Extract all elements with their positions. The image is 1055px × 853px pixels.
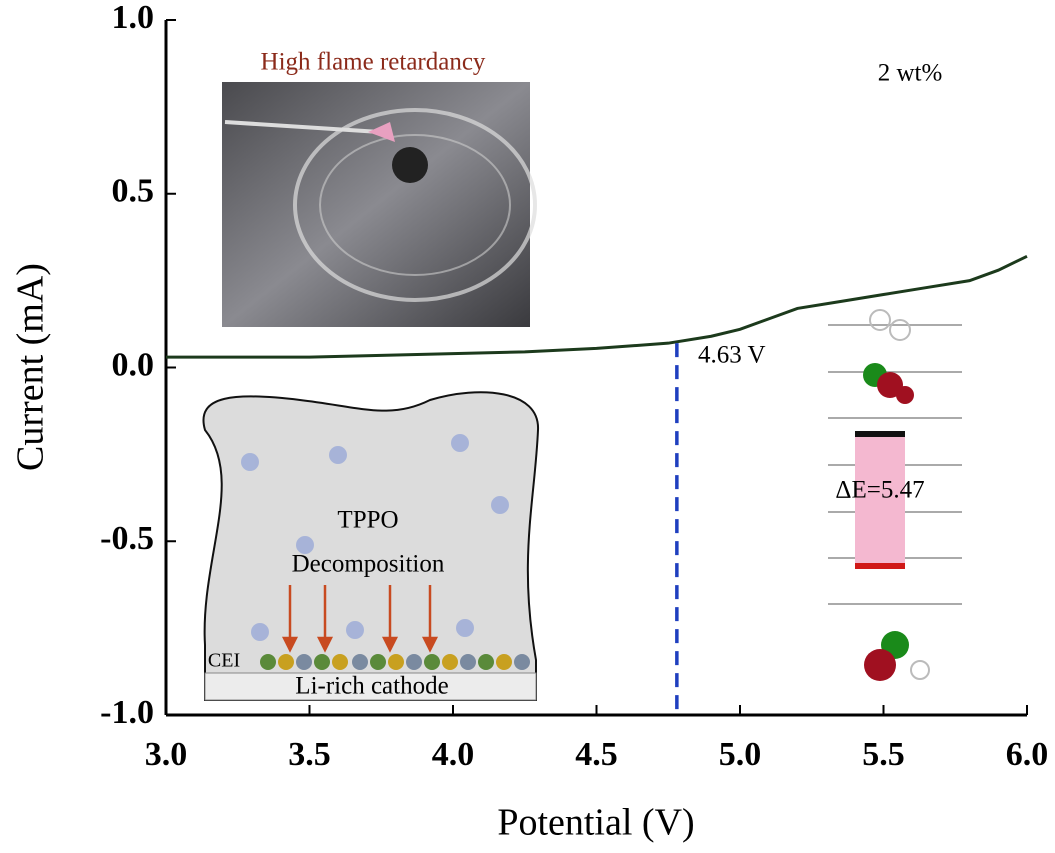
x-tick-label: 3.0 xyxy=(145,736,188,773)
x-tick-label: 5.0 xyxy=(719,736,762,773)
y-axis-label: Current (mA) xyxy=(10,263,52,471)
x-tick-label: 3.5 xyxy=(288,736,331,773)
x-tick-label: 5.5 xyxy=(862,736,905,773)
y-tick-label: 0.0 xyxy=(112,346,155,383)
annotation: 4.63 V xyxy=(698,342,766,369)
chart: High flame retardancy 2 wt% 4.63 V TPPO … xyxy=(0,0,1055,853)
y-tick-label: 1.0 xyxy=(112,0,155,36)
annotation: ΔE=5.47 xyxy=(835,477,924,504)
x-tick-label: 4.0 xyxy=(432,736,475,773)
x-tick-label: 6.0 xyxy=(1006,736,1049,773)
annotation: CEI xyxy=(208,650,240,672)
x-axis-label: Potential (V) xyxy=(497,802,694,844)
annotation: High flame retardancy xyxy=(261,49,486,76)
y-tick-label: 0.5 xyxy=(112,173,155,210)
cathode-inset xyxy=(203,392,538,700)
annotation: TPPO xyxy=(337,507,398,534)
y-tick-label: -1.0 xyxy=(100,694,154,731)
photo-inset xyxy=(222,82,535,327)
annotation: Li-rich cathode xyxy=(295,673,448,700)
y-tick-label: -0.5 xyxy=(100,520,154,557)
x-tick-label: 4.5 xyxy=(575,736,618,773)
annotation: 2 wt% xyxy=(878,60,943,87)
annotation: Decomposition xyxy=(292,551,445,578)
